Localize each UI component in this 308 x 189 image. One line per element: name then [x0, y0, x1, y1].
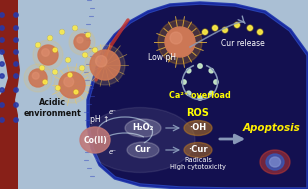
Circle shape [69, 29, 95, 55]
Ellipse shape [85, 108, 195, 173]
Circle shape [248, 26, 252, 30]
Ellipse shape [127, 142, 159, 158]
Circle shape [198, 96, 202, 100]
Circle shape [95, 56, 107, 67]
Polygon shape [0, 0, 20, 189]
Circle shape [198, 64, 202, 68]
Circle shape [0, 88, 4, 92]
Circle shape [223, 28, 227, 32]
Circle shape [42, 49, 49, 56]
Text: Acidic
environment: Acidic environment [23, 98, 81, 118]
Circle shape [0, 26, 4, 30]
Circle shape [36, 43, 40, 47]
Text: Cur release: Cur release [221, 40, 265, 49]
Circle shape [0, 74, 4, 78]
Circle shape [74, 34, 90, 50]
Circle shape [14, 62, 18, 66]
Circle shape [90, 50, 120, 80]
Circle shape [182, 80, 186, 84]
Ellipse shape [80, 127, 110, 153]
Circle shape [60, 30, 64, 34]
Circle shape [83, 53, 87, 57]
Text: ROS: ROS [187, 108, 209, 118]
Text: ·Cur: ·Cur [188, 146, 208, 154]
Circle shape [0, 103, 4, 107]
Circle shape [209, 68, 213, 73]
Circle shape [0, 13, 4, 17]
Circle shape [38, 45, 58, 65]
Text: e⁻: e⁻ [109, 149, 117, 155]
Circle shape [203, 30, 207, 34]
Circle shape [235, 23, 239, 27]
Circle shape [214, 80, 218, 84]
Ellipse shape [184, 143, 212, 157]
Circle shape [158, 20, 202, 64]
Circle shape [0, 38, 4, 42]
Circle shape [14, 88, 18, 92]
Circle shape [86, 33, 90, 37]
Circle shape [14, 118, 18, 122]
Circle shape [14, 74, 18, 78]
Circle shape [186, 68, 191, 73]
Circle shape [66, 58, 70, 62]
FancyArrowPatch shape [220, 135, 242, 143]
Ellipse shape [260, 150, 290, 174]
Circle shape [53, 70, 57, 74]
Circle shape [213, 26, 217, 30]
Circle shape [0, 50, 4, 54]
Polygon shape [88, 3, 308, 189]
Circle shape [80, 66, 84, 70]
Circle shape [29, 69, 47, 87]
Circle shape [40, 66, 44, 70]
Text: e⁻: e⁻ [109, 109, 117, 115]
Circle shape [170, 32, 182, 44]
Circle shape [33, 40, 63, 70]
Circle shape [0, 62, 4, 66]
Circle shape [165, 27, 195, 57]
Text: Cur: Cur [135, 146, 151, 154]
Text: Low pH: Low pH [148, 53, 176, 63]
Circle shape [48, 36, 52, 40]
Circle shape [64, 77, 74, 87]
Circle shape [14, 38, 18, 42]
Circle shape [14, 13, 18, 17]
Ellipse shape [266, 154, 284, 170]
Circle shape [14, 50, 18, 54]
Ellipse shape [184, 121, 212, 136]
Text: pH ↑: pH ↑ [90, 115, 110, 125]
Circle shape [73, 26, 77, 30]
Circle shape [14, 26, 18, 30]
Circle shape [56, 86, 60, 90]
Circle shape [85, 45, 125, 85]
Ellipse shape [270, 157, 281, 167]
Circle shape [74, 90, 78, 94]
Text: Apoptosis: Apoptosis [243, 123, 301, 133]
Text: Ca²⁺ overload: Ca²⁺ overload [169, 91, 231, 101]
Circle shape [24, 64, 52, 92]
Circle shape [77, 37, 83, 43]
Text: ·OH: ·OH [189, 123, 207, 132]
Circle shape [54, 67, 90, 103]
Circle shape [43, 80, 47, 84]
Circle shape [59, 72, 85, 98]
Text: Co(II): Co(II) [83, 136, 107, 145]
Circle shape [53, 48, 57, 52]
Circle shape [32, 72, 39, 79]
Circle shape [0, 118, 4, 122]
Text: Radicals
High cytotoxicity: Radicals High cytotoxicity [170, 156, 226, 170]
Circle shape [258, 30, 262, 34]
Text: H₂O₂: H₂O₂ [132, 123, 154, 132]
Circle shape [209, 91, 213, 95]
Circle shape [186, 91, 191, 95]
Circle shape [93, 48, 97, 52]
Circle shape [68, 73, 72, 77]
Circle shape [14, 103, 18, 107]
Ellipse shape [125, 119, 161, 137]
